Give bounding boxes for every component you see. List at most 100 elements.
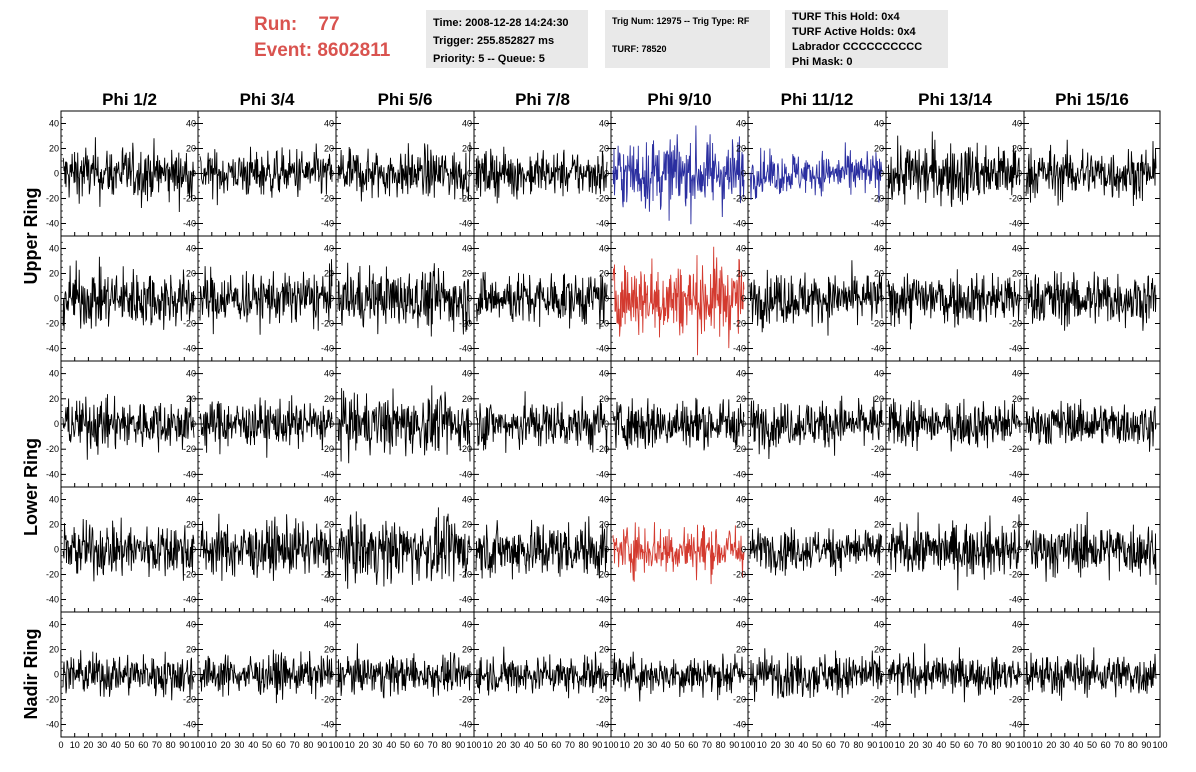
waveform-trace [337,507,471,589]
waveform-trace [749,648,883,702]
y-tick-label: -20 [1009,570,1022,580]
x-tick-label: 70 [702,740,712,750]
x-tick-label: 50 [1087,740,1097,750]
y-tick-label: -20 [1009,695,1022,705]
x-tick-label: 30 [372,740,382,750]
x-tick-label: 80 [441,740,451,750]
x-tick-label: 10 [207,740,217,750]
y-tick-label: 0 [467,545,472,555]
y-tick-label: 20 [462,144,472,154]
y-tick-label: -40 [459,344,472,354]
y-tick-label: 20 [736,645,746,655]
waveform-trace [337,643,471,699]
waveform-panel-r3-c4: -40 -20 0 20 40 [596,486,749,613]
waveform-trace [337,385,471,464]
waveform-trace [337,142,471,202]
x-tick-label: 10 [620,740,630,750]
y-tick-label: -20 [596,570,609,580]
y-tick-label: 20 [736,269,746,279]
y-tick-label: 20 [186,144,196,154]
turf-hold-line: TURF This Hold: 0x4 [792,11,900,23]
ring-label-0: Upper Ring [21,188,41,285]
x-tick-label: 80 [991,740,1001,750]
waveform-trace [612,125,745,225]
waveform-panel-r0-c3: -40 -20 0 20 40 [459,110,612,237]
waveform-trace [62,137,195,213]
y-tick-label: 0 [54,419,59,429]
y-tick-label: -40 [459,720,472,730]
y-tick-label: -40 [871,595,884,605]
waveform-trace [612,246,745,356]
x-tick-label: 30 [784,740,794,750]
y-tick-label: -20 [459,194,472,204]
y-tick-label: -20 [459,444,472,454]
y-tick-label: 20 [736,394,746,404]
x-tick-label: 90 [592,740,602,750]
y-tick-label: 40 [49,369,59,379]
y-tick-label: 0 [741,169,746,179]
column-header-6: Phi 13/14 [918,90,992,109]
x-tick-label: 60 [1101,740,1111,750]
waveform-trace [887,643,1021,703]
column-header-2: Phi 5/6 [378,90,433,109]
y-tick-label: 40 [599,620,609,630]
y-tick-label: -40 [733,720,746,730]
y-tick-label: -20 [321,319,334,329]
y-tick-label: -40 [1009,219,1022,229]
run-event-label: Run: 77 Event: 8602811 [254,12,390,64]
y-tick-label: 0 [467,419,472,429]
waveform-panel-r4-c4: -40 -20 0 20 40 [596,611,749,738]
y-tick-label: 40 [599,369,609,379]
waveform-panel-r1-c2: -40 -20 0 20 40 [321,235,475,362]
y-tick-label: 0 [879,545,884,555]
x-tick-label: 50 [262,740,272,750]
waveform-panel-r3-c3: -40 -20 0 20 40 [459,486,612,613]
x-tick-label: 10 [483,740,493,750]
y-tick-label: 40 [599,495,609,505]
waveform-trace [475,646,608,699]
x-tick-label: 70 [428,740,438,750]
labrador-line: Labrador CCCCCCCCCC [792,41,923,53]
x-tick-label: 10 [345,740,355,750]
waveform-trace [199,143,333,206]
y-tick-label: 20 [186,394,196,404]
x-tick-label: 20 [771,740,781,750]
waveform-trace [749,260,883,336]
waveform-panel-r3-c5: -40 -20 0 20 40 [733,486,887,613]
y-tick-label: 0 [467,670,472,680]
waveform-panel-r1-c6: -40 -20 0 20 40 [871,235,1025,362]
y-tick-label: 20 [1012,269,1022,279]
y-tick-label: 40 [462,244,472,254]
y-tick-label: 40 [49,119,59,129]
y-tick-label: -40 [321,720,334,730]
y-tick-label: 0 [467,294,472,304]
trigger-line: Trigger: 255.852827 ms [433,35,555,47]
x-tick-label: 30 [922,740,932,750]
y-tick-label: 20 [49,645,59,655]
x-tick-label: 80 [1128,740,1138,750]
y-tick-label: 40 [49,244,59,254]
waveform-trace [612,651,745,702]
y-tick-label: 20 [324,645,334,655]
y-tick-label: -40 [596,344,609,354]
x-tick-label: 30 [234,740,244,750]
run-label: Run: [254,14,298,35]
y-tick-label: -40 [1009,595,1022,605]
waveform-panel-r2-c0: -40 -20 0 20 40 [46,360,199,488]
waveform-trace [475,146,608,204]
y-tick-label: 0 [604,169,609,179]
y-tick-label: -20 [459,319,472,329]
y-tick-label: 40 [874,119,884,129]
waveform-trace [887,398,1021,452]
column-header-4: Phi 9/10 [647,90,711,109]
y-tick-label: 0 [1017,169,1022,179]
y-tick-label: 0 [1017,670,1022,680]
x-tick-label: 90 [1141,740,1151,750]
y-tick-label: 0 [191,670,196,680]
y-tick-label: -40 [596,720,609,730]
y-tick-label: -40 [733,469,746,479]
y-tick-label: -40 [321,595,334,605]
y-tick-label: -40 [183,219,196,229]
waveform-panel-r3-c0: -40 -20 0 20 40 [46,486,199,613]
y-tick-label: -40 [321,469,334,479]
